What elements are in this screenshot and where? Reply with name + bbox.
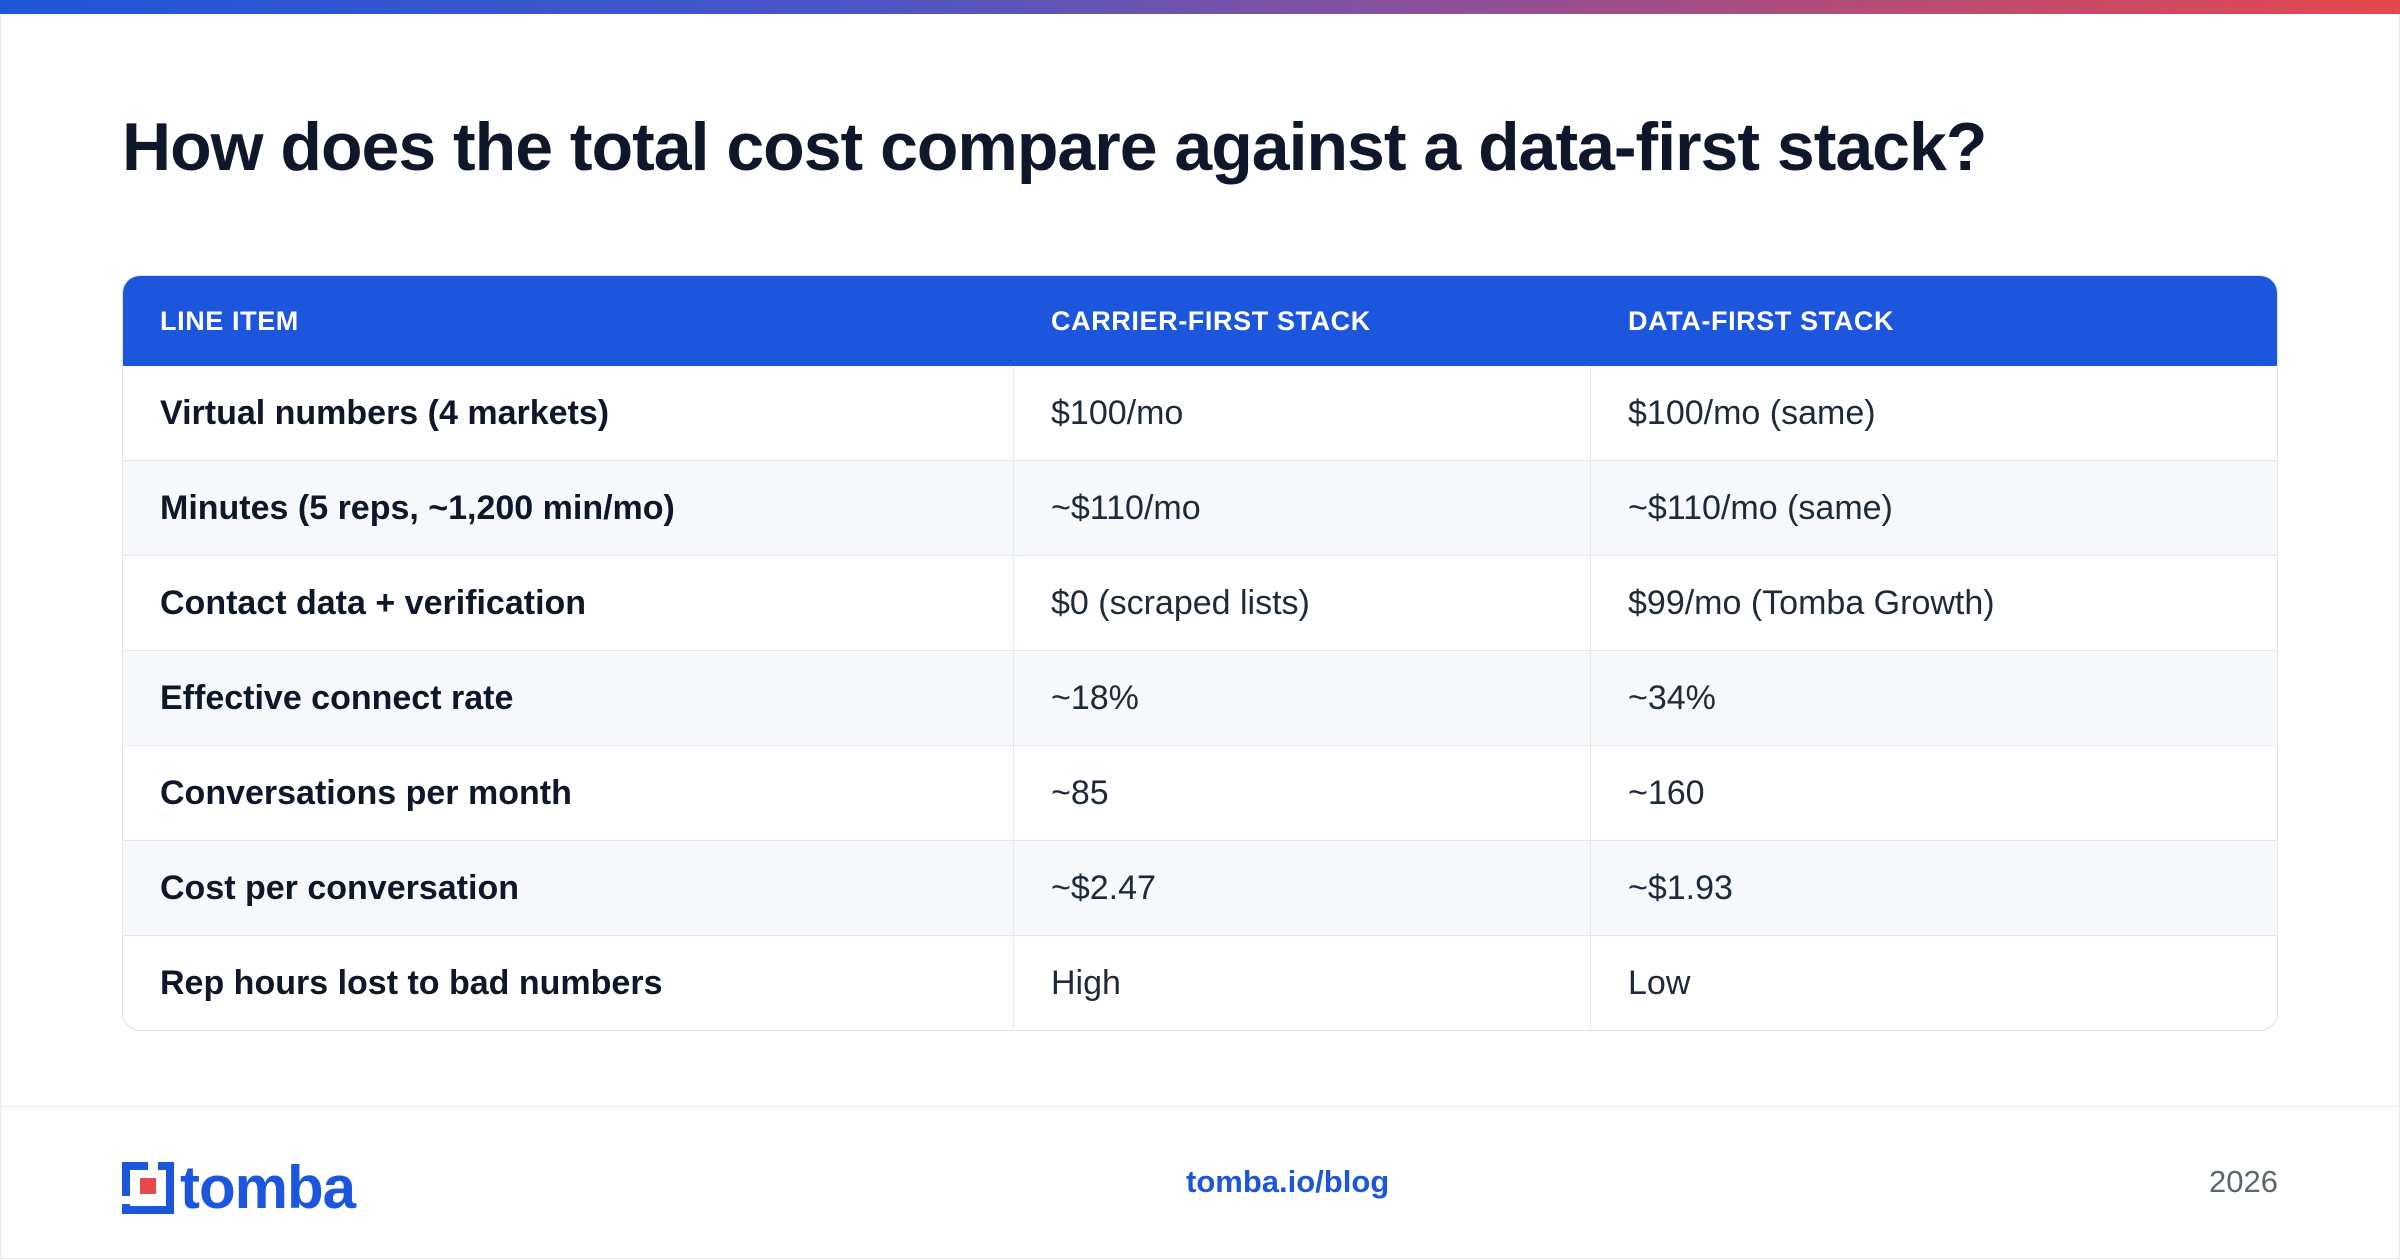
table-row: Minutes (5 reps, ~1,200 min/mo) ~$110/mo… (123, 460, 2277, 555)
table-row: Rep hours lost to bad numbers High Low (123, 935, 2277, 1030)
data-first-value: ~34% (1628, 678, 1716, 717)
carrier-first-value: ~85 (1014, 746, 1591, 840)
row-label: Cost per conversation (123, 841, 1014, 935)
footer-divider (1, 1106, 2398, 1107)
page-title: How does the total cost compare against … (122, 109, 1987, 185)
row-label: Effective connect rate (123, 651, 1014, 745)
carrier-first-value: High (1014, 936, 1591, 1030)
row-label: Minutes (5 reps, ~1,200 min/mo) (123, 461, 1014, 555)
table-row: Conversations per month ~85 ~160 (123, 745, 2277, 840)
tomba-logo: tomba (122, 1154, 356, 1221)
table-row: Cost per conversation ~$2.47 ~$1.93 (123, 840, 2277, 935)
cost-comparison-table: LINE ITEM CARRIER-FIRST STACK DATA-FIRST… (122, 275, 2278, 1031)
table-row: Effective connect rate ~18% ~34% (123, 650, 2277, 745)
carrier-first-value: $0 (scraped lists) (1014, 556, 1591, 650)
data-first-value: ~$1.93 (1628, 868, 1733, 907)
carrier-first-value: ~18% (1014, 651, 1591, 745)
column-header-line-item: LINE ITEM (160, 305, 299, 336)
column-header-carrier-first: CARRIER-FIRST STACK (1051, 305, 1371, 336)
data-first-value: ~160 (1628, 773, 1705, 812)
row-label: Virtual numbers (4 markets) (123, 366, 1014, 460)
table-body: Virtual numbers (4 markets) $100/mo $100… (123, 366, 2277, 1030)
top-gradient-bar (0, 0, 2400, 14)
column-header-data-first: DATA-FIRST STACK (1628, 305, 1895, 336)
row-label: Contact data + verification (123, 556, 1014, 650)
tomba-logo-mark-icon (122, 1162, 174, 1214)
footer-year: 2026 (2209, 1164, 2278, 1199)
data-first-value: $99/mo (Tomba Growth) (1628, 583, 1995, 622)
table-row: Virtual numbers (4 markets) $100/mo $100… (123, 366, 2277, 460)
row-label: Rep hours lost to bad numbers (123, 936, 1014, 1030)
carrier-first-value: ~$110/mo (1014, 461, 1591, 555)
carrier-first-value: $100/mo (1014, 366, 1591, 460)
data-first-value: ~$110/mo (same) (1628, 488, 1893, 527)
table-header: LINE ITEM CARRIER-FIRST STACK DATA-FIRST… (123, 276, 2277, 366)
data-first-value: Low (1628, 963, 1691, 1002)
carrier-first-value: ~$2.47 (1014, 841, 1591, 935)
row-label: Conversations per month (123, 746, 1014, 840)
blog-link[interactable]: tomba.io/blog (1186, 1164, 1390, 1199)
data-first-value: $100/mo (same) (1628, 393, 1876, 432)
tomba-logo-text: tomba (180, 1154, 356, 1221)
table-row: Contact data + verification $0 (scraped … (123, 555, 2277, 650)
